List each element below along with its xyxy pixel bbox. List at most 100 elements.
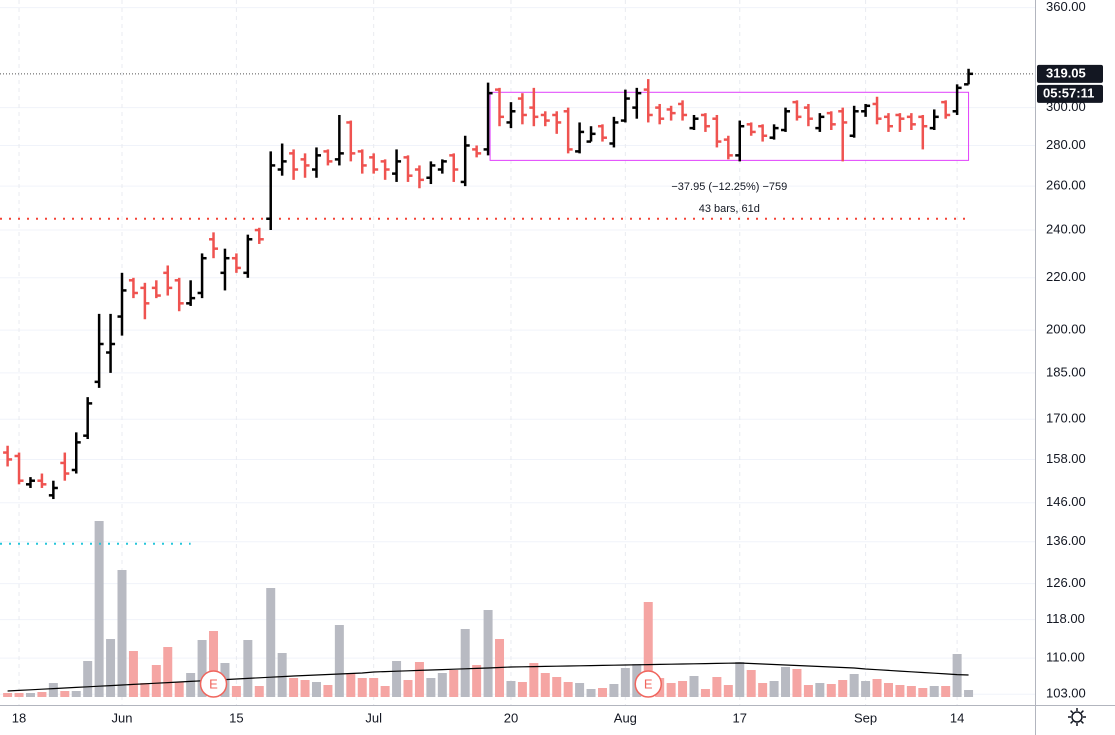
y-tick-label: 360.00 [1046, 0, 1086, 14]
volume-bar [151, 665, 161, 697]
volume-bar [311, 682, 321, 697]
volume-bar [552, 677, 562, 697]
volume-bar [243, 640, 253, 697]
volume-bar [906, 686, 916, 697]
range-measure: −37.95 (−12.25%) −759 [671, 181, 787, 193]
volume-bar [929, 686, 939, 697]
y-tick-label: 260.00 [1046, 178, 1086, 193]
volume-bar [197, 640, 207, 697]
volume-bar [849, 674, 859, 697]
volume-bar [803, 685, 813, 697]
volume-bar [517, 682, 527, 697]
volume-bar [769, 681, 779, 697]
volume-bar [334, 625, 344, 697]
volume-bar [735, 662, 745, 697]
volume-bar [952, 654, 962, 697]
x-tick-label: 18 [12, 710, 26, 725]
volume-bar [209, 631, 219, 697]
gear-ring [1071, 711, 1083, 723]
earnings-label: E [209, 676, 218, 691]
volume-bar [483, 610, 493, 697]
y-tick-label: 170.00 [1046, 411, 1086, 426]
volume-bar [712, 677, 722, 697]
earnings-marker [634, 670, 662, 698]
volume-bar [71, 691, 81, 697]
range-box [489, 91, 970, 161]
volume-bar [964, 690, 974, 697]
volume-bar [723, 685, 733, 697]
volume-bar [414, 662, 424, 697]
price-label-box [1037, 64, 1103, 83]
range-bars: 43 bars, 61d [699, 203, 760, 215]
volume-ma-line [7, 662, 969, 692]
volume-bar [620, 668, 630, 697]
volume-bar [449, 670, 459, 697]
volume-bar [872, 679, 882, 697]
volume-bar [83, 661, 93, 697]
volume-bar [60, 691, 70, 697]
x-tick-label: Jun [112, 710, 133, 725]
volume-bar [815, 683, 825, 697]
y-tick-label: 146.00 [1046, 494, 1086, 509]
y-tick-label: 110.00 [1046, 650, 1085, 665]
volume-bar [128, 651, 138, 697]
volume-bar [426, 678, 436, 697]
volume-bar [277, 653, 287, 697]
volume-bar [186, 673, 196, 697]
volume-bar [174, 682, 184, 697]
volume-bar [25, 693, 35, 697]
y-tick-label: 118.00 [1046, 611, 1085, 626]
volume-bar [472, 665, 482, 697]
x-tick-label: Aug [614, 710, 637, 725]
volume-bar [323, 685, 333, 697]
volume-bar [48, 683, 58, 697]
volume-bar [941, 686, 951, 697]
volume-bar [460, 629, 470, 697]
volume-bar [540, 673, 550, 697]
volume-bar [689, 676, 699, 697]
gear-teeth [1068, 708, 1086, 726]
volume-bar [666, 683, 676, 697]
price-label: 319.05 [1046, 65, 1086, 80]
volume-bar [918, 688, 928, 697]
volume-bar [37, 692, 47, 697]
y-tick-label: 220.00 [1046, 269, 1086, 284]
y-tick-label: 103.00 [1046, 686, 1086, 701]
volume-bar [643, 602, 653, 697]
volume-bar [563, 682, 573, 697]
volume-bar [895, 685, 905, 697]
volume-bar [826, 684, 836, 697]
x-tick-label: 20 [504, 710, 518, 725]
volume-bar [106, 639, 116, 697]
y-tick-label: 240.00 [1046, 221, 1086, 236]
volume-bar [883, 683, 893, 697]
volume-bar [14, 693, 24, 697]
countdown-label: 05:57:11 [1043, 85, 1094, 100]
volume-bar [266, 588, 276, 697]
volume-bar [3, 693, 13, 697]
y-tick-label: 280.00 [1046, 137, 1086, 152]
volume-bar [586, 689, 596, 697]
volume-bar [700, 689, 710, 697]
x-tick-label: Sep [854, 710, 877, 725]
earnings-marker [199, 670, 228, 698]
volume-bar [758, 683, 768, 697]
x-tick-label: 17 [733, 710, 747, 725]
x-tick-label: 15 [229, 710, 243, 725]
volume-bar [838, 680, 848, 697]
volume-bar [746, 670, 756, 697]
volume-bar [781, 667, 791, 697]
volume-bar [597, 688, 607, 697]
volume-bar [506, 681, 516, 697]
y-tick-label: 126.00 [1046, 575, 1086, 590]
settings-icon[interactable] [1068, 708, 1086, 726]
volume-bar [575, 683, 585, 697]
volume-bar [792, 669, 802, 697]
volume-bar [254, 686, 264, 697]
volume-bar [231, 686, 241, 697]
y-tick-label: 185.00 [1046, 364, 1086, 379]
x-tick-label: 14 [950, 710, 964, 725]
volume-bar [357, 678, 367, 697]
volume-bar [289, 678, 299, 697]
